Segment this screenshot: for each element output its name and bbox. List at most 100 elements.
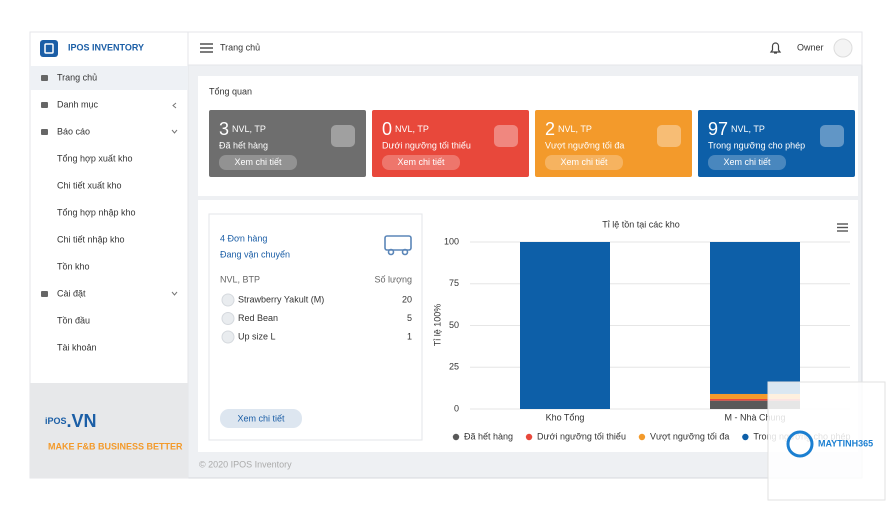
card-icon (331, 125, 355, 147)
truck-icon (384, 235, 412, 256)
brand: IPOS INVENTORY (68, 42, 144, 52)
chevron (171, 129, 178, 134)
footer: © 2020 IPOS Inventory (199, 459, 292, 469)
card-number: 97 (708, 119, 728, 139)
col-name: NVL, BTP (220, 274, 260, 284)
user-name[interactable]: Owner (797, 42, 824, 52)
card-button[interactable] (382, 155, 460, 170)
menu-icon (41, 291, 48, 297)
x-tick-label: Kho Tổng (546, 412, 585, 422)
menu-toggle[interactable] (200, 43, 213, 53)
card-icon (494, 125, 518, 147)
stat-card (209, 110, 366, 177)
legend-label[interactable]: Dưới ngưỡng tối thiểu (537, 431, 626, 441)
card-icon (657, 125, 681, 147)
orders-count: 4 Đơn hàng (220, 233, 267, 243)
submenu-item[interactable]: Chi tiết nhập kho (57, 234, 125, 244)
menu-icon (41, 102, 48, 108)
avatar[interactable] (833, 38, 853, 58)
bell-icon[interactable] (769, 42, 782, 54)
legend-swatch[interactable] (742, 433, 749, 441)
menu-icon (41, 75, 48, 81)
legend-swatch[interactable] (525, 433, 533, 441)
menu-item[interactable]: Trang chủ (57, 72, 97, 82)
menu-item[interactable]: Báo cáo (57, 126, 90, 136)
row-bullet (221, 330, 235, 344)
orders-button[interactable] (220, 409, 302, 428)
card-label: Vượt ngưỡng tối đa (545, 140, 624, 150)
chart-title: Tỉ lệ tồn tại các kho (602, 219, 680, 229)
submenu-item[interactable]: Tổng hợp xuất kho (57, 153, 132, 163)
legend-label[interactable]: Đã hết hàng (464, 431, 513, 441)
menu-item[interactable]: Danh mục (57, 99, 99, 109)
col-qty: Số lượng (375, 274, 412, 284)
submenu-item[interactable]: Tồn đầu (57, 315, 90, 325)
tagline: MAKE F&B BUSINESS BETTER (48, 441, 183, 451)
submenu-item[interactable]: Tài khoản (57, 342, 97, 352)
orders-card (208, 213, 423, 441)
row-qty: 20 (402, 294, 412, 304)
card-button-label[interactable]: Xem chi tiết (234, 157, 282, 167)
submenu-item[interactable]: Tồn kho (57, 261, 90, 271)
card-label: Đã hết hàng (219, 140, 268, 150)
bar-segment (710, 393, 800, 399)
sidebar-footer (30, 383, 188, 478)
orders-status: Đang vận chuyển (220, 249, 290, 259)
watermark-icon (786, 430, 814, 458)
chevron (172, 102, 177, 109)
orders-button-label[interactable]: Xem chi tiết (237, 413, 285, 423)
card-button-label[interactable]: Xem chi tiết (560, 157, 608, 167)
row-name: Up size L (238, 331, 276, 341)
card-button[interactable] (708, 155, 786, 170)
menu-item[interactable]: Cài đặt (57, 288, 86, 298)
page-title: Trang chủ (220, 42, 260, 52)
x-tick-label: M - Nhà Chung (724, 412, 785, 422)
card-headline: 97 NVL, TP (708, 119, 765, 139)
submenu-item[interactable]: Tổng hợp nhập kho (57, 207, 135, 217)
stat-card (698, 110, 855, 177)
card-button-label[interactable]: Xem chi tiết (397, 157, 445, 167)
card-headline: 3 NVL, TP (219, 119, 266, 139)
card-headline: 0 NVL, TP (382, 119, 429, 139)
logo-suffix: .VN (67, 411, 97, 431)
bar-segment (710, 400, 800, 409)
y-tick-label: 50 (449, 320, 459, 330)
chart-menu[interactable] (837, 223, 848, 232)
bar-segment (520, 242, 610, 409)
y-tick-label: 75 (449, 278, 459, 288)
bar-segment (710, 242, 800, 394)
top-bar (187, 31, 863, 66)
card-unit: NVL, TP (232, 124, 266, 134)
row-name: Red Bean (238, 313, 278, 323)
card-unit: NVL, TP (731, 124, 765, 134)
legend-label[interactable]: Vượt ngưỡng tối đa (650, 431, 729, 441)
row-qty: 1 (407, 331, 412, 341)
y-tick-label: 25 (449, 362, 459, 372)
card-button-label[interactable]: Xem chi tiết (723, 157, 771, 167)
card-number: 2 (545, 119, 555, 139)
brand-icon-inner (44, 43, 54, 54)
section-title: Tổng quan (209, 86, 252, 96)
card-icon (820, 125, 844, 147)
brand-icon (40, 40, 58, 57)
card-unit: NVL, TP (395, 124, 429, 134)
card-unit: NVL, TP (558, 124, 592, 134)
legend-swatch[interactable] (452, 433, 460, 441)
y-tick-label: 0 (454, 403, 459, 413)
submenu-item[interactable]: Chi tiết xuất kho (57, 180, 122, 190)
logo: iPOS.VN (45, 411, 97, 431)
card-number: 3 (219, 119, 229, 139)
card-label: Dưới ngưỡng tối thiểu (382, 140, 471, 150)
card-button[interactable] (545, 155, 623, 170)
card-number: 0 (382, 119, 392, 139)
legend-swatch[interactable] (638, 433, 646, 441)
chevron (171, 291, 178, 296)
y-tick-label: 100 (444, 236, 459, 246)
watermark: MAYTINH365 (818, 438, 873, 448)
row-bullet (221, 312, 235, 325)
row-qty: 5 (407, 313, 412, 323)
card-label: Trong ngưỡng cho phép (708, 140, 805, 150)
card-headline: 2 NVL, TP (545, 119, 592, 139)
card-button[interactable] (219, 155, 297, 170)
